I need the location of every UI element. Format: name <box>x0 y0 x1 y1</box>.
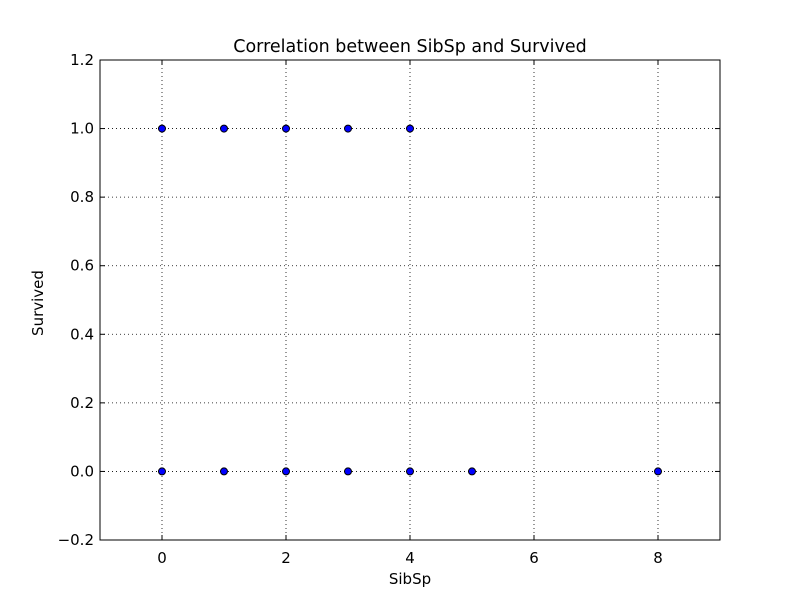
x-tick-label: 4 <box>405 549 415 567</box>
y-tick-label: −0.2 <box>58 531 94 549</box>
data-point <box>158 124 166 133</box>
data-point <box>344 124 352 133</box>
y-tick-label: 1.0 <box>70 120 94 138</box>
chart-title: Correlation between SibSp and Survived <box>233 37 587 57</box>
y-tick-label: 1.2 <box>70 51 94 69</box>
x-tick-labels: 0 2 4 6 8 <box>157 549 663 567</box>
x-tick-label: 0 <box>157 549 167 567</box>
data-point <box>158 467 166 476</box>
y-tick-label: 0.8 <box>70 188 94 206</box>
data-point <box>654 467 662 476</box>
data-point <box>468 467 476 476</box>
data-point <box>282 124 290 133</box>
x-tick-label: 2 <box>281 549 291 567</box>
data-point <box>282 467 290 476</box>
data-points <box>158 124 662 476</box>
y-tick-label: 0.0 <box>70 462 94 480</box>
y-tick-label: 0.6 <box>70 257 94 275</box>
data-point <box>220 467 228 476</box>
y-tick-label: 0.4 <box>70 325 94 343</box>
axis-ticks <box>100 59 720 541</box>
y-axis-label: Survived <box>29 270 47 336</box>
y-tick-label: 0.2 <box>70 394 94 412</box>
x-tick-label: 6 <box>529 549 539 567</box>
data-point <box>344 467 352 476</box>
x-axis-label: SibSp <box>389 570 431 588</box>
data-point <box>406 124 414 133</box>
y-tick-labels: −0.2 0.0 0.2 0.4 0.6 0.8 1.0 1.2 <box>58 51 94 549</box>
data-point <box>406 467 414 476</box>
data-point <box>220 124 228 133</box>
x-tick-label: 8 <box>653 549 663 567</box>
